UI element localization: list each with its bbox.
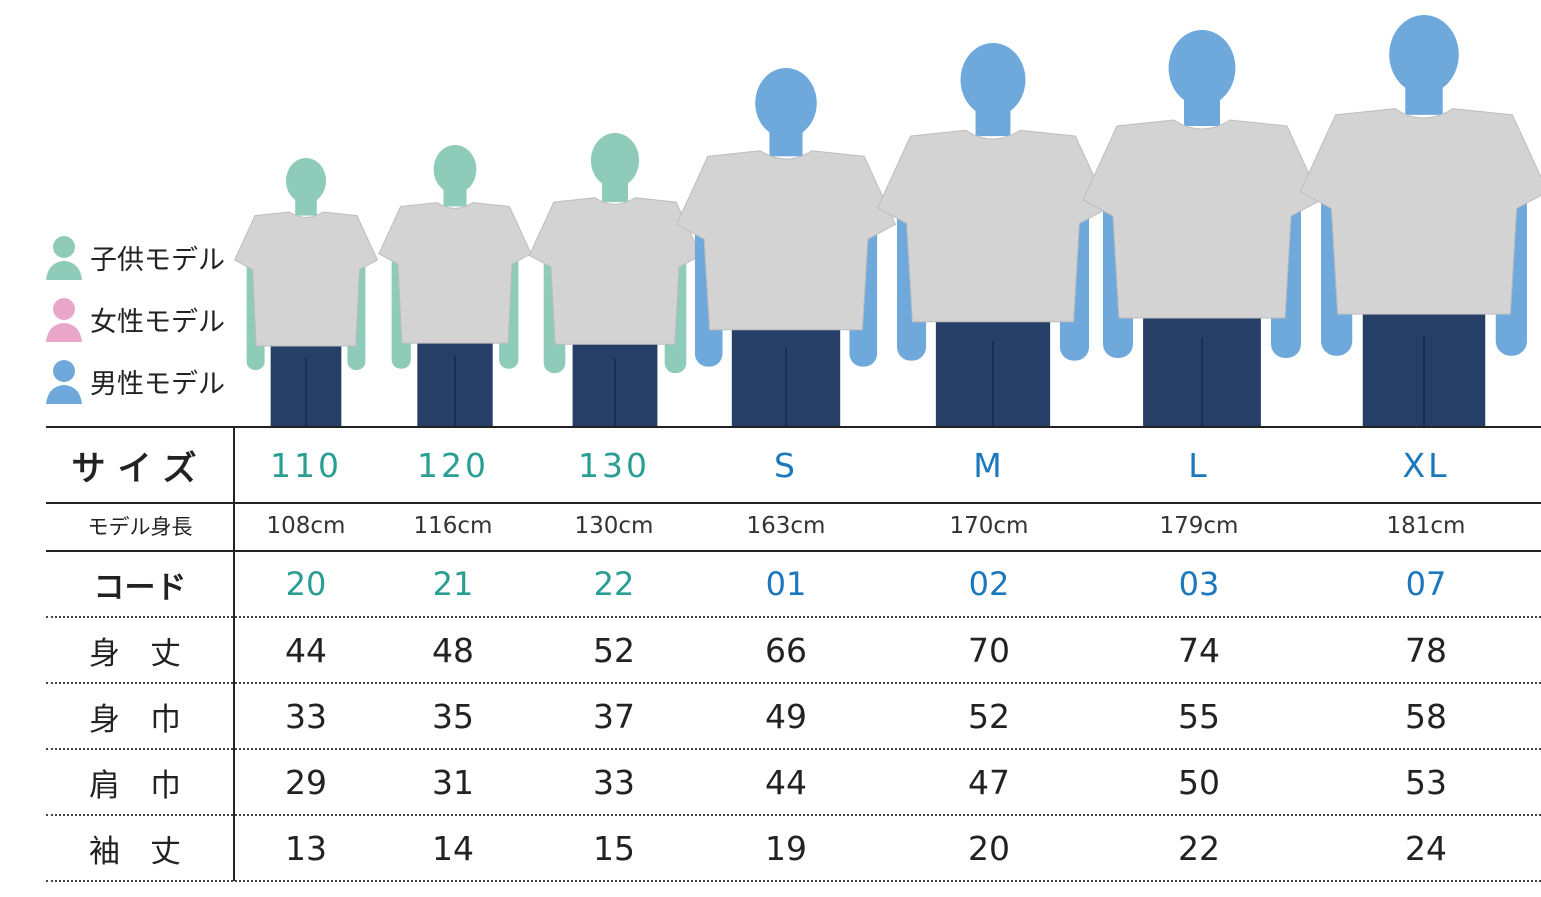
model-figure-120 bbox=[378, 145, 532, 426]
model-height-cell: 181cm bbox=[1386, 513, 1466, 539]
tshirt bbox=[528, 197, 702, 345]
body-length-cell: 48 bbox=[432, 630, 474, 670]
size-cell: S bbox=[774, 445, 798, 485]
shoulder-width-cell: 29 bbox=[285, 762, 327, 802]
code-cell: 03 bbox=[1178, 565, 1220, 603]
code-cell: 07 bbox=[1405, 565, 1447, 603]
model-height-cell: 179cm bbox=[1159, 513, 1239, 539]
head bbox=[433, 145, 477, 194]
model-figure-130 bbox=[528, 133, 702, 426]
legend-item-male: 男性モデル bbox=[44, 356, 244, 406]
sleeve-length-cell: 22 bbox=[1178, 828, 1220, 868]
model-height-row: モデル身長 108cm 116cm 130cm 163cm 170cm 179c… bbox=[46, 502, 1541, 552]
model-figure-110 bbox=[233, 158, 379, 426]
legend-item-female: 女性モデル bbox=[44, 294, 244, 344]
body-length-cell: 78 bbox=[1405, 630, 1447, 670]
code-cell: 02 bbox=[968, 565, 1010, 603]
body-width-row-header: 身巾 bbox=[89, 701, 211, 738]
sleeve-length-cell: 14 bbox=[432, 828, 474, 868]
sleeve-length-cell: 19 bbox=[765, 828, 807, 868]
model-height-cell: 163cm bbox=[746, 513, 826, 539]
head bbox=[960, 43, 1026, 117]
body-length-row: 身丈 44 48 52 66 70 74 78 bbox=[46, 618, 1541, 684]
shoulder-width-cell: 44 bbox=[765, 762, 807, 802]
body-length-row-header: 身丈 bbox=[89, 635, 211, 672]
tshirt bbox=[1299, 108, 1541, 315]
shoulder-width-cell: 31 bbox=[432, 762, 474, 802]
model-figure-l bbox=[1082, 30, 1322, 426]
model-height-cell: 108cm bbox=[266, 513, 346, 539]
code-cell: 22 bbox=[593, 565, 635, 603]
code-row: コード 20 21 22 01 02 03 07 bbox=[46, 552, 1541, 618]
code-cell: 01 bbox=[765, 565, 807, 603]
model-figure-s bbox=[675, 68, 897, 426]
model-height-cell: 170cm bbox=[949, 513, 1029, 539]
sleeve-length-cell: 24 bbox=[1405, 828, 1447, 868]
legend-label: 子供モデル bbox=[90, 244, 225, 276]
tshirt bbox=[675, 150, 897, 331]
shoulder-width-row-header: 肩巾 bbox=[89, 767, 211, 804]
size-cell: 120 bbox=[417, 445, 489, 485]
shoulder-width-cell: 50 bbox=[1178, 762, 1220, 802]
sleeve-length-cell: 20 bbox=[968, 828, 1010, 868]
size-cell: 110 bbox=[270, 445, 342, 485]
body-width-cell: 35 bbox=[432, 696, 474, 736]
sleeve-length-cell: 13 bbox=[285, 828, 327, 868]
legend-item-child: 子供モデル bbox=[44, 232, 244, 282]
male-person-icon bbox=[46, 360, 82, 404]
model-silhouettes bbox=[233, 15, 1541, 426]
code-cell: 20 bbox=[285, 565, 327, 603]
model-figure-xl bbox=[1299, 15, 1541, 426]
head bbox=[590, 133, 640, 188]
body-width-row: 身巾 33 35 37 49 52 55 58 bbox=[46, 684, 1541, 750]
sleeve-length-row: 袖丈 13 14 15 19 20 22 24 bbox=[46, 816, 1541, 882]
sleeve-length-row-header: 袖丈 bbox=[89, 833, 211, 870]
body-width-cell: 58 bbox=[1405, 696, 1447, 736]
code-cell: 21 bbox=[432, 565, 474, 603]
body-width-cell: 37 bbox=[593, 696, 635, 736]
sleeve-length-cell: 15 bbox=[593, 828, 635, 868]
body-width-cell: 49 bbox=[765, 696, 807, 736]
code-row-header: コード bbox=[93, 569, 187, 606]
size-cell: 130 bbox=[578, 445, 650, 485]
model-height-cell: 130cm bbox=[574, 513, 654, 539]
tshirt bbox=[378, 202, 532, 344]
head bbox=[755, 68, 817, 138]
tshirt bbox=[233, 211, 379, 347]
body-width-cell: 55 bbox=[1178, 696, 1220, 736]
model-figure-m bbox=[876, 43, 1110, 426]
model-figures bbox=[0, 0, 1541, 430]
female-person-icon bbox=[46, 298, 82, 342]
model-height-row-header: モデル身長 bbox=[87, 515, 193, 539]
legend-label: 男性モデル bbox=[90, 368, 225, 400]
body-length-cell: 70 bbox=[968, 630, 1010, 670]
size-cell: L bbox=[1188, 445, 1210, 485]
shoulder-width-cell: 47 bbox=[968, 762, 1010, 802]
head bbox=[1389, 15, 1459, 95]
tshirt bbox=[876, 129, 1110, 323]
body-width-cell: 33 bbox=[285, 696, 327, 736]
tshirt bbox=[1082, 119, 1322, 319]
shoulder-width-row: 肩巾 29 31 33 44 47 50 53 bbox=[46, 750, 1541, 816]
model-height-cell: 116cm bbox=[413, 513, 493, 539]
size-row: サイズ 110 120 130 S M L XL bbox=[46, 426, 1541, 504]
head bbox=[1168, 30, 1236, 106]
shoulder-width-cell: 53 bbox=[1405, 762, 1447, 802]
size-cell: XL bbox=[1402, 445, 1450, 485]
size-row-header: サイズ bbox=[71, 448, 209, 489]
body-length-cell: 66 bbox=[765, 630, 807, 670]
body-length-cell: 44 bbox=[285, 630, 327, 670]
head bbox=[285, 158, 327, 204]
child-person-icon bbox=[46, 236, 82, 280]
body-width-cell: 52 bbox=[968, 696, 1010, 736]
header-divider bbox=[233, 426, 235, 881]
legend-label: 女性モデル bbox=[90, 306, 225, 338]
shoulder-width-cell: 33 bbox=[593, 762, 635, 802]
body-length-cell: 74 bbox=[1178, 630, 1220, 670]
size-cell: M bbox=[973, 445, 1005, 485]
body-length-cell: 52 bbox=[593, 630, 635, 670]
